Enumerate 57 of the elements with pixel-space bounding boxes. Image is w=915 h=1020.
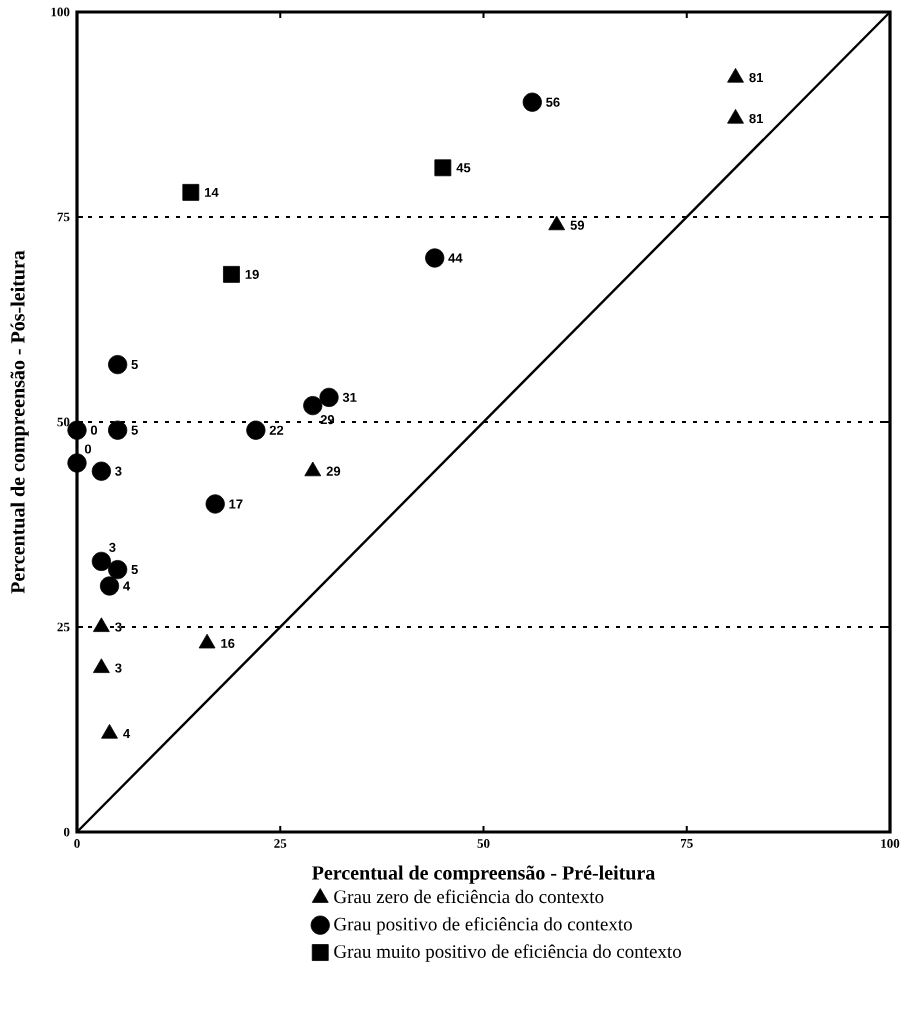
annotation: 0: [84, 444, 92, 454]
annotation: 81: [749, 72, 764, 83]
legend-label: Grau zero de eficiência do contexto: [334, 889, 604, 904]
annotation: 22: [269, 425, 284, 435]
point: [425, 248, 445, 268]
y-tick-label: 0: [63, 827, 70, 837]
annotation: 14: [205, 187, 219, 197]
x-tick-label: 0: [74, 839, 80, 848]
annotation: 5: [131, 360, 138, 370]
legend-label: Grau muito positivo de eficiência do contexto: [334, 944, 682, 962]
point: [67, 453, 87, 473]
annotation: 5: [131, 565, 138, 575]
x-tick-label: 50: [477, 839, 490, 848]
annotation: 17: [229, 499, 243, 509]
y-tick-label: 75: [57, 212, 70, 222]
point: [246, 420, 266, 440]
legend-label: Grau positivo de eficiência do contexto: [334, 916, 632, 935]
point: [319, 387, 339, 407]
point: [548, 215, 566, 231]
annotation: 3: [115, 663, 122, 673]
annotation: 16: [221, 638, 235, 648]
point: [108, 420, 128, 440]
y-axis-title: Percentual de compreensão - Pós-leitura: [10, 250, 29, 594]
annotation: 4: [123, 581, 131, 591]
annotation: 4: [123, 729, 131, 739]
annotation: 5: [131, 425, 138, 435]
annotation: 3: [109, 542, 116, 552]
annotation: 59: [570, 220, 585, 230]
annotation: 3: [115, 466, 122, 476]
y-tick-label: 25: [57, 622, 70, 632]
annotation: 45: [456, 163, 471, 173]
annotation: 19: [245, 269, 259, 279]
x-axis-title: Percentual de compreensão - Pré-leitura: [312, 865, 656, 884]
point: [182, 183, 200, 201]
point: [304, 461, 322, 477]
annotation: 29: [326, 466, 341, 476]
point: [205, 494, 225, 514]
point: [108, 559, 128, 580]
point: [91, 551, 111, 571]
point: [434, 159, 452, 177]
point: [303, 395, 323, 416]
x-tick-label: 25: [274, 839, 287, 848]
y-tick-label: 50: [57, 417, 70, 427]
annotation: 0: [90, 425, 98, 435]
point: [99, 576, 120, 596]
x-tick-label: 100: [881, 839, 900, 848]
annotation: 44: [448, 253, 463, 263]
annotation: 81: [749, 113, 764, 124]
annotation: 31: [342, 392, 357, 403]
point: [108, 354, 128, 375]
point: [91, 461, 111, 481]
annotation: 56: [546, 97, 560, 107]
y-tick-label: 100: [51, 7, 70, 17]
point: [522, 92, 542, 112]
x-tick-label: 75: [681, 839, 693, 848]
point: [223, 265, 240, 283]
annotation: 3: [115, 622, 122, 632]
